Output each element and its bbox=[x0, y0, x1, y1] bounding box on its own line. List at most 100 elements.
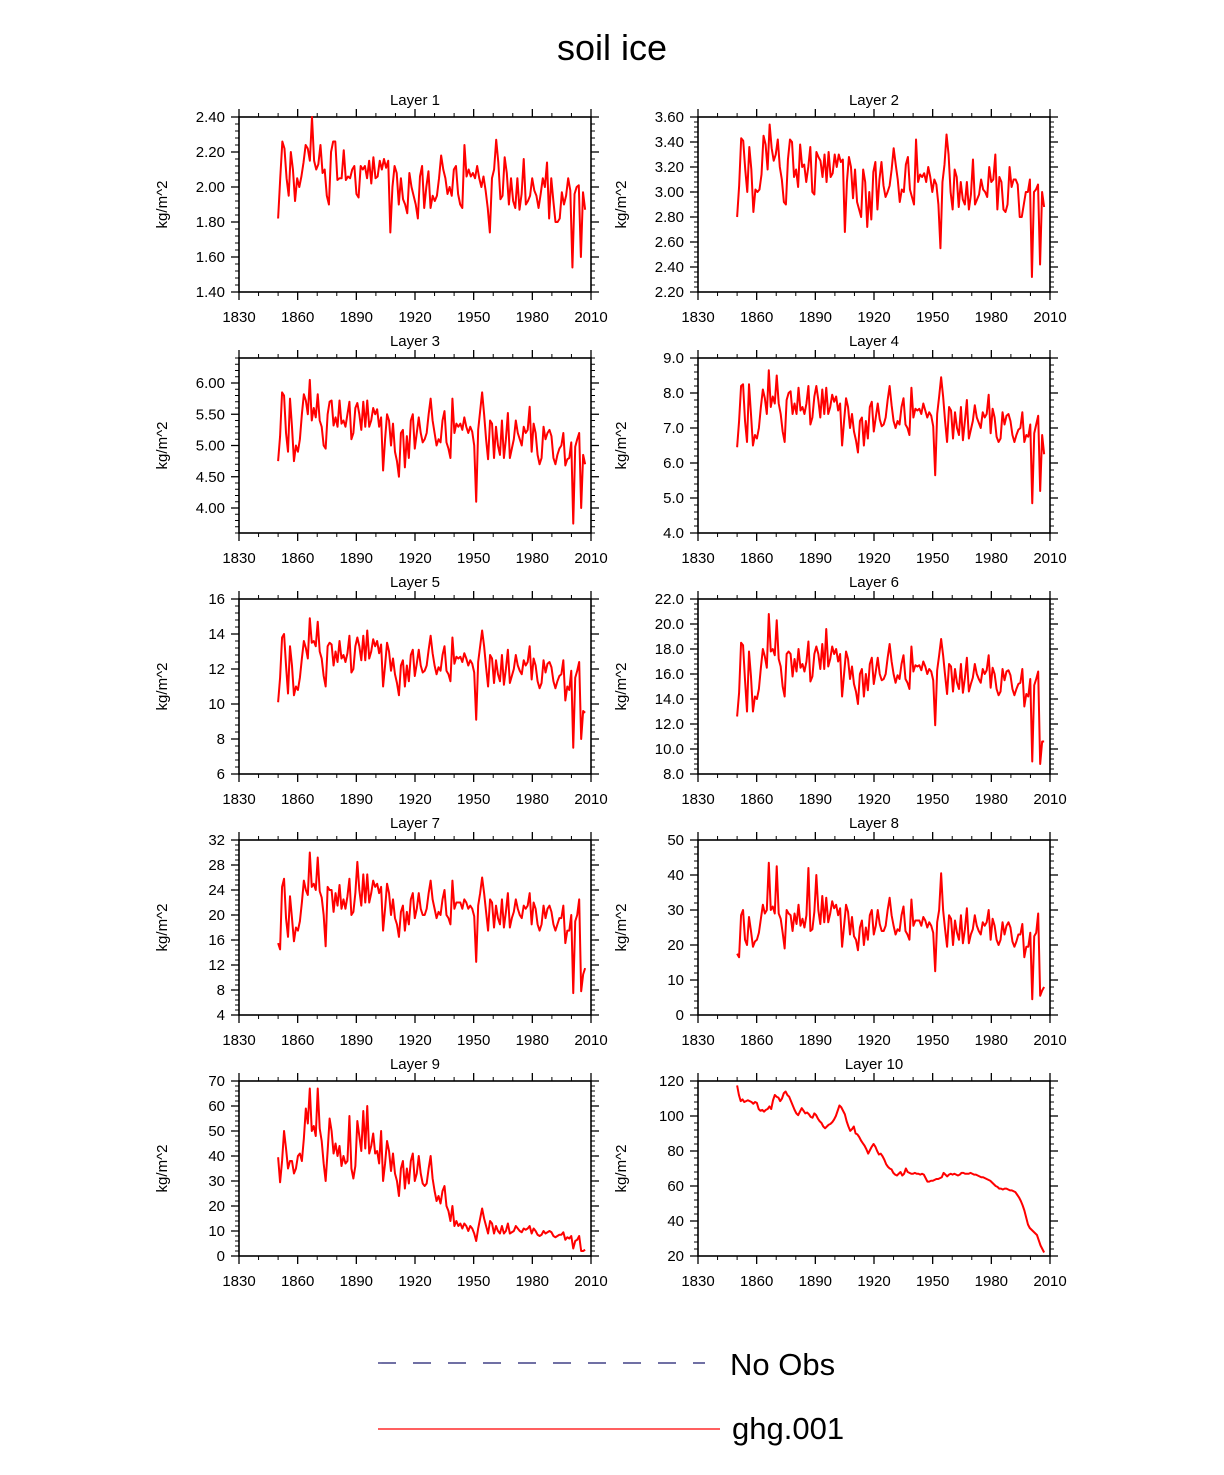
x-tick-label: 1860 bbox=[740, 1032, 773, 1049]
x-tick-label: 1860 bbox=[740, 1273, 773, 1290]
y-axis-label: kg/m^2 bbox=[154, 1145, 171, 1193]
y-axis-label: kg/m^2 bbox=[613, 904, 630, 952]
y-tick-label: 1.60 bbox=[196, 249, 225, 266]
y-tick-label: 4 bbox=[217, 1007, 225, 1024]
y-tick-label: 18.0 bbox=[655, 641, 684, 658]
y-axis-label: kg/m^2 bbox=[613, 181, 630, 229]
plot-frame bbox=[697, 1080, 1051, 1257]
y-tick-label: 16 bbox=[208, 591, 225, 608]
x-tick-label: 1890 bbox=[340, 1273, 373, 1290]
y-tick-label: 8 bbox=[217, 982, 225, 999]
x-tick-label: 2010 bbox=[574, 791, 607, 808]
series-line-ghg.001 bbox=[736, 613, 1045, 765]
series-line-ghg.001 bbox=[277, 116, 587, 269]
x-tick-label: 1980 bbox=[516, 791, 549, 808]
x-tick-label: 1950 bbox=[457, 1273, 490, 1290]
x-tick-label: 1920 bbox=[857, 309, 890, 326]
x-tick-label: 1890 bbox=[799, 1273, 832, 1290]
x-tick-label: 1950 bbox=[916, 791, 949, 808]
x-tick-label: 1980 bbox=[975, 1032, 1008, 1049]
y-tick-label: 28 bbox=[208, 857, 225, 874]
x-tick-label: 2010 bbox=[574, 1273, 607, 1290]
series-line-ghg.001 bbox=[277, 617, 586, 749]
y-tick-label: 20 bbox=[667, 937, 684, 954]
x-tick-label: 1860 bbox=[281, 1032, 314, 1049]
panel-layer-10: Layer 10 kg/m^2 1830 1860 1890 1920 1950 1980 20… bbox=[613, 1056, 1067, 1290]
y-tick-label: 8 bbox=[217, 731, 225, 748]
x-tick-label: 1950 bbox=[916, 550, 949, 567]
series-line-ghg.001 bbox=[736, 861, 1046, 1001]
y-tick-label: 6.0 bbox=[663, 455, 684, 472]
x-tick-label: 2010 bbox=[574, 550, 607, 567]
y-tick-label: 2.00 bbox=[196, 179, 225, 196]
x-tick-label: 2010 bbox=[1033, 1273, 1066, 1290]
x-tick-label: 1830 bbox=[222, 309, 255, 326]
y-tick-label: 2.80 bbox=[655, 209, 684, 226]
x-tick-label: 1890 bbox=[799, 791, 832, 808]
x-tick-label: 1920 bbox=[857, 550, 890, 567]
x-tick-label: 1860 bbox=[740, 550, 773, 567]
x-tick-label: 1830 bbox=[222, 1273, 255, 1290]
y-tick-label: 60 bbox=[208, 1098, 225, 1115]
y-tick-label: 40 bbox=[208, 1148, 225, 1165]
legend-ghg-label: ghg.001 bbox=[732, 1411, 844, 1446]
x-tick-label: 1890 bbox=[340, 309, 373, 326]
x-tick-label: 2010 bbox=[1033, 1032, 1066, 1049]
y-tick-label: 6 bbox=[217, 766, 225, 783]
y-tick-label: 70 bbox=[208, 1073, 225, 1090]
y-tick-label: 3.40 bbox=[655, 134, 684, 151]
x-tick-label: 1980 bbox=[516, 309, 549, 326]
x-tick-label: 1830 bbox=[222, 550, 255, 567]
y-axis-label: kg/m^2 bbox=[613, 1145, 630, 1193]
x-tick-label: 1980 bbox=[516, 1032, 549, 1049]
x-tick-label: 1890 bbox=[340, 550, 373, 567]
y-tick-label: 9.0 bbox=[663, 350, 684, 367]
x-tick-label: 1950 bbox=[457, 550, 490, 567]
y-tick-label: 32 bbox=[208, 832, 225, 849]
x-tick-label: 1860 bbox=[281, 550, 314, 567]
panel-title: Layer 3 bbox=[390, 333, 440, 350]
x-tick-label: 1920 bbox=[398, 1032, 431, 1049]
y-tick-label: 100 bbox=[659, 1108, 684, 1125]
y-tick-label: 8.0 bbox=[663, 385, 684, 402]
panel-layer-6: Layer 6 kg/m^2 1830 1860 1890 1920 1950 1980 201… bbox=[613, 574, 1067, 808]
panel-title: Layer 8 bbox=[849, 815, 899, 832]
y-tick-label: 2.20 bbox=[196, 144, 225, 161]
y-tick-label: 50 bbox=[667, 832, 684, 849]
y-tick-label: 2.40 bbox=[655, 259, 684, 276]
y-tick-label: 12 bbox=[208, 661, 225, 678]
panel-layer-1: Layer 1 kg/m^2 1830 1860 1890 1920 1950 1980 201… bbox=[154, 92, 608, 326]
x-tick-label: 1830 bbox=[681, 791, 714, 808]
y-tick-label: 20 bbox=[208, 907, 225, 924]
x-tick-label: 1950 bbox=[457, 1032, 490, 1049]
y-tick-label: 0 bbox=[217, 1248, 225, 1265]
series-line-ghg.001 bbox=[736, 369, 1046, 505]
y-tick-label: 2.60 bbox=[655, 234, 684, 251]
panel-title: Layer 9 bbox=[390, 1056, 440, 1073]
y-tick-label: 2.20 bbox=[655, 284, 684, 301]
x-tick-label: 1950 bbox=[916, 1273, 949, 1290]
x-tick-label: 1920 bbox=[398, 309, 431, 326]
y-tick-label: 16 bbox=[208, 932, 225, 949]
figure-title: soil ice bbox=[557, 27, 667, 68]
y-tick-label: 14.0 bbox=[655, 691, 684, 708]
series-line-ghg.001 bbox=[736, 123, 1046, 278]
panel-title: Layer 6 bbox=[849, 574, 899, 591]
x-tick-label: 2010 bbox=[574, 309, 607, 326]
y-tick-label: 3.20 bbox=[655, 159, 684, 176]
x-tick-label: 1860 bbox=[740, 309, 773, 326]
x-tick-label: 1890 bbox=[340, 1032, 373, 1049]
y-tick-label: 20 bbox=[667, 1248, 684, 1265]
y-axis-label: kg/m^2 bbox=[613, 663, 630, 711]
y-tick-label: 22.0 bbox=[655, 591, 684, 608]
y-tick-label: 1.40 bbox=[196, 284, 225, 301]
y-tick-label: 5.0 bbox=[663, 490, 684, 507]
x-tick-label: 1860 bbox=[281, 1273, 314, 1290]
panel-layer-4: Layer 4 kg/m^2 1830 1860 1890 1920 1950 1980 201… bbox=[613, 333, 1067, 567]
y-tick-label: 20.0 bbox=[655, 616, 684, 633]
y-tick-label: 120 bbox=[659, 1073, 684, 1090]
panel-title: Layer 10 bbox=[845, 1056, 903, 1073]
x-tick-label: 1830 bbox=[681, 309, 714, 326]
